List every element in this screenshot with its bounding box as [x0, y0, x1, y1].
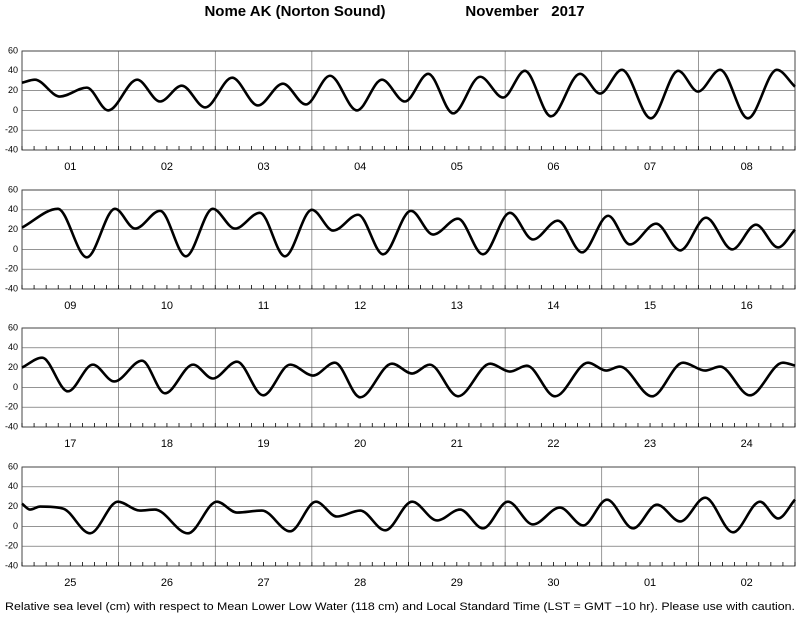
day-label: 29 [451, 577, 463, 589]
day-label: 15 [644, 300, 656, 312]
y-tick-label: -40 [5, 144, 18, 154]
y-tick-label: 0 [13, 105, 18, 115]
y-tick-label: 60 [8, 322, 18, 332]
day-label: 01 [644, 577, 656, 589]
day-label: 20 [354, 438, 366, 450]
day-label: 08 [741, 161, 753, 173]
tide-line [21, 68, 796, 120]
day-label: 07 [644, 161, 656, 173]
y-tick-label: -20 [5, 541, 18, 551]
day-label: 21 [451, 438, 463, 450]
y-tick-label: 40 [8, 204, 18, 214]
day-label: 14 [547, 300, 559, 312]
day-label: 23 [644, 438, 656, 450]
y-tick-label: 40 [8, 481, 18, 491]
tide-line [21, 496, 796, 535]
y-tick-label: -20 [5, 402, 18, 412]
chart-title: Nome AK (Norton Sound) [204, 3, 385, 20]
day-label: 06 [547, 161, 559, 173]
day-label: 30 [547, 577, 559, 589]
day-label: 13 [451, 300, 463, 312]
y-tick-label: 20 [8, 501, 18, 511]
y-tick-label: -40 [5, 283, 18, 293]
day-label: 09 [64, 300, 76, 312]
y-tick-label: 60 [8, 184, 18, 194]
day-label: 04 [354, 161, 366, 173]
day-label: 22 [547, 438, 559, 450]
day-label: 25 [64, 577, 76, 589]
day-label: 27 [257, 577, 269, 589]
day-label: 12 [354, 300, 366, 312]
tide-line [21, 207, 796, 259]
day-label: 02 [161, 161, 173, 173]
day-label: 19 [257, 438, 269, 450]
y-tick-label: 20 [8, 85, 18, 95]
day-label: 05 [451, 161, 463, 173]
y-tick-label: 0 [13, 244, 18, 254]
day-label: 28 [354, 577, 366, 589]
day-label: 18 [161, 438, 173, 450]
y-tick-label: 40 [8, 65, 18, 75]
day-label: 10 [161, 300, 173, 312]
y-tick-label: 40 [8, 342, 18, 352]
y-tick-label: -40 [5, 421, 18, 431]
day-label: 01 [64, 161, 76, 173]
day-label: 26 [161, 577, 173, 589]
day-label: 16 [741, 300, 753, 312]
y-tick-label: 0 [13, 521, 18, 531]
day-label: 17 [64, 438, 76, 450]
y-tick-label: 20 [8, 362, 18, 372]
y-tick-label: 60 [8, 461, 18, 471]
y-tick-label: 0 [13, 382, 18, 392]
day-label: 11 [258, 300, 269, 312]
chart-month: November 2017 [465, 3, 584, 20]
y-tick-label: -20 [5, 264, 18, 274]
y-tick-label: 20 [8, 224, 18, 234]
footnote: Relative sea level (cm) with respect to … [5, 601, 795, 613]
y-tick-label: 60 [8, 45, 18, 55]
y-tick-label: -40 [5, 560, 18, 570]
day-label: 02 [741, 577, 753, 589]
y-tick-label: -20 [5, 125, 18, 135]
day-label: 24 [741, 438, 753, 450]
day-label: 03 [257, 161, 269, 173]
tide-line [21, 356, 796, 399]
